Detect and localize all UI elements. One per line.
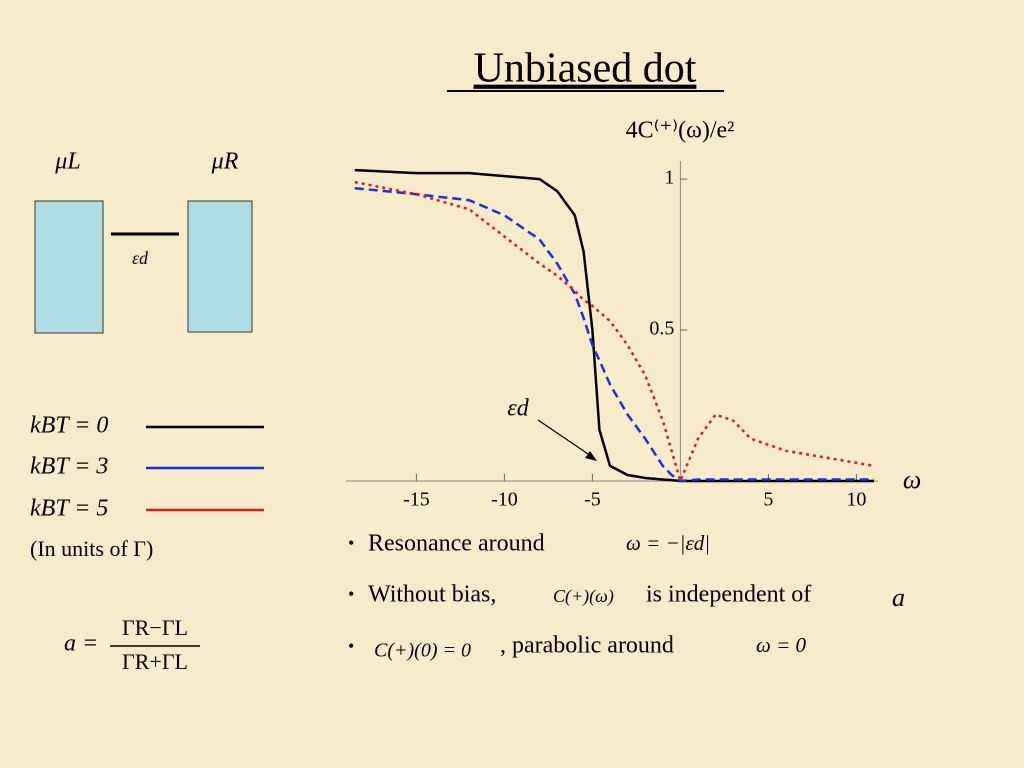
right-lead <box>187 200 253 333</box>
bullet-text: Resonance around <box>368 531 545 557</box>
slide-title: Unbiased dot <box>474 46 697 92</box>
bullet-math: ω = −|εd| <box>626 531 710 555</box>
bullet: • <box>348 533 354 553</box>
series-line <box>354 186 874 483</box>
x-tick-label: 5 <box>763 489 773 511</box>
bullet-math: a <box>892 583 905 612</box>
mu-right: μR <box>211 149 239 175</box>
bullet-text: , parabolic around <box>500 633 674 659</box>
bullet-math: ω = 0 <box>756 633 806 657</box>
left-lead <box>34 200 104 334</box>
bullet-math: C(+)(0) = 0 <box>374 640 471 662</box>
annotation: εd <box>507 396 529 422</box>
units-note: (In units of Γ) <box>30 536 153 561</box>
bullet-math: C(+)(ω) <box>553 586 614 607</box>
y-tick-label: 0.5 <box>649 318 674 340</box>
series-line <box>354 168 874 483</box>
level-label: εd <box>132 248 149 268</box>
arrow-head <box>585 451 597 461</box>
formula-numerator: ΓR−ΓL <box>122 615 188 640</box>
y-tick-label: 1 <box>664 167 674 189</box>
bullet: • <box>348 636 354 656</box>
series-line <box>354 180 875 485</box>
y-axis-label: 4C⁽⁺⁾(ω)/e² <box>626 118 735 144</box>
x-tick-label: -5 <box>584 489 601 511</box>
legend-label: kBT = 0 <box>30 413 108 439</box>
bullet-text: Without bias, <box>368 582 496 608</box>
bullet-text: is independent of <box>646 582 811 608</box>
x-tick-label: -15 <box>403 489 430 511</box>
x-axis-label: ω <box>903 465 921 494</box>
legend-label: kBT = 5 <box>30 496 108 522</box>
legend-label: kBT = 3 <box>30 454 108 480</box>
formula-lhs: a = <box>64 631 98 657</box>
mu-left: μL <box>54 149 80 175</box>
x-tick-label: 10 <box>846 489 866 511</box>
x-tick-label: -10 <box>491 489 518 511</box>
annotation-arrow <box>537 419 595 459</box>
formula-denominator: ΓR+ΓL <box>122 649 188 674</box>
bullet: • <box>348 584 354 604</box>
